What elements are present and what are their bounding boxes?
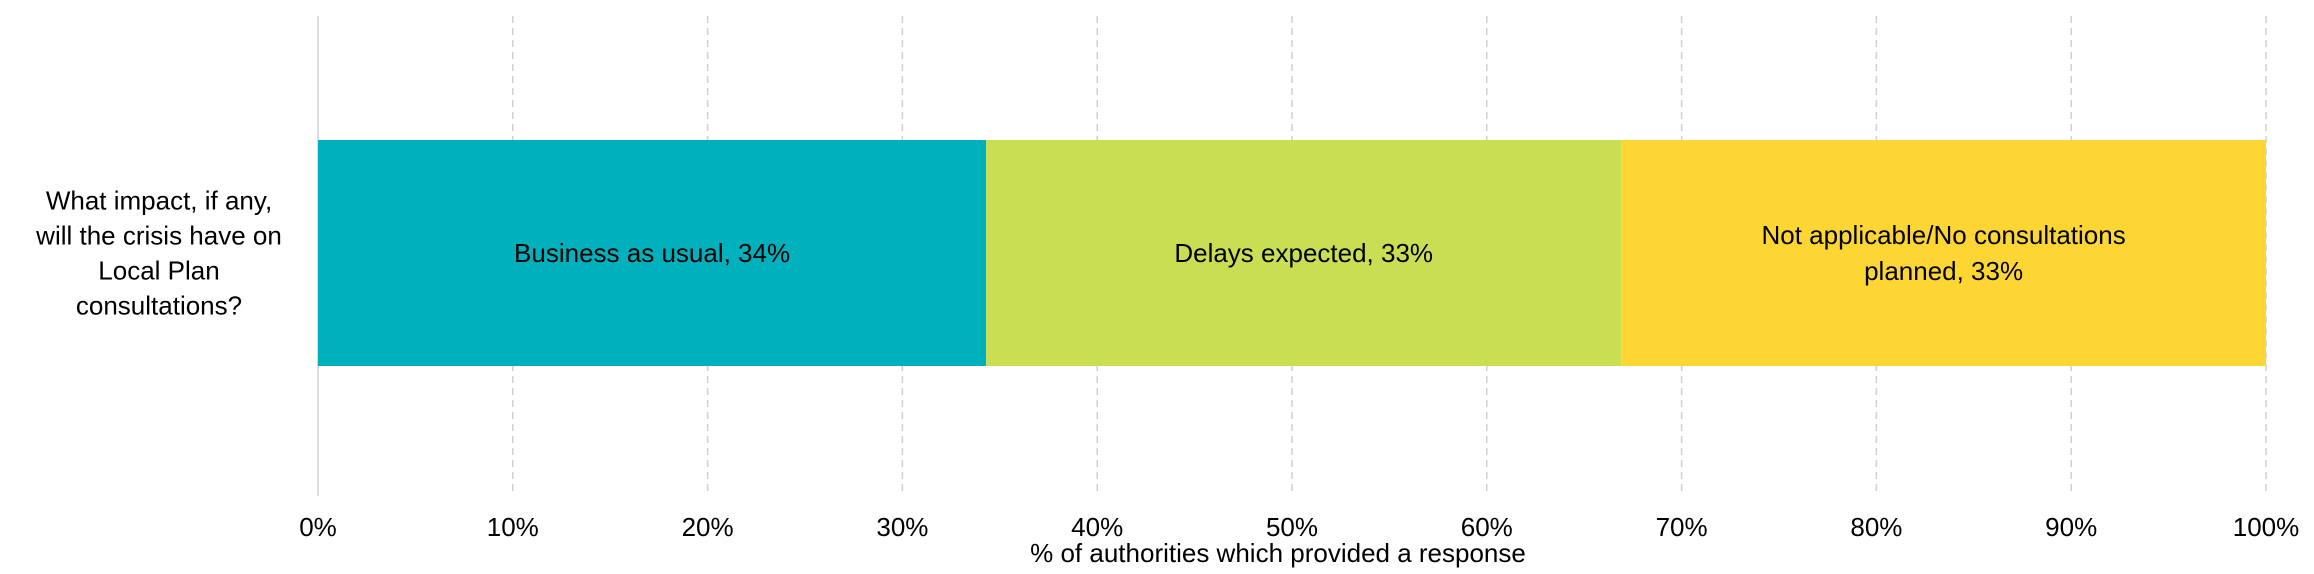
bar-segments bbox=[318, 140, 2266, 366]
x-tick-label: 30% bbox=[876, 512, 928, 542]
x-tick-labels: 0% 10% 20% 30% 40% 50% 60% 70% 80% 90% 100% bbox=[299, 512, 2299, 542]
x-tick-label: 90% bbox=[2045, 512, 2097, 542]
data-label-2: Delays expected, 33% bbox=[1174, 238, 1433, 268]
segment-labels: Business as usual, 34% Delays expected, 3… bbox=[514, 220, 2126, 286]
bar-segment-2 bbox=[986, 140, 1622, 366]
x-axis-title: % of authorities which provided a respon… bbox=[1030, 538, 1526, 568]
x-tick-label: 50% bbox=[1266, 512, 1318, 542]
x-tick-label: 10% bbox=[487, 512, 539, 542]
category-label: What impact, if any, will the crisis have… bbox=[35, 186, 282, 321]
x-tick-label: 60% bbox=[1461, 512, 1513, 542]
bar-segment-1 bbox=[318, 140, 987, 366]
x-tick-label: 40% bbox=[1071, 512, 1123, 542]
x-tick-label: 0% bbox=[299, 512, 337, 542]
x-tick-label: 80% bbox=[1850, 512, 1902, 542]
bar-segment-3 bbox=[1621, 140, 2266, 366]
x-tick-label: 20% bbox=[682, 512, 734, 542]
data-label-3: Not applicable/No consultations planned, … bbox=[1761, 220, 2125, 286]
data-label-1: Business as usual, 34% bbox=[514, 238, 790, 268]
x-tick-label: 70% bbox=[1656, 512, 1708, 542]
x-tick-label: 100% bbox=[2233, 512, 2300, 542]
